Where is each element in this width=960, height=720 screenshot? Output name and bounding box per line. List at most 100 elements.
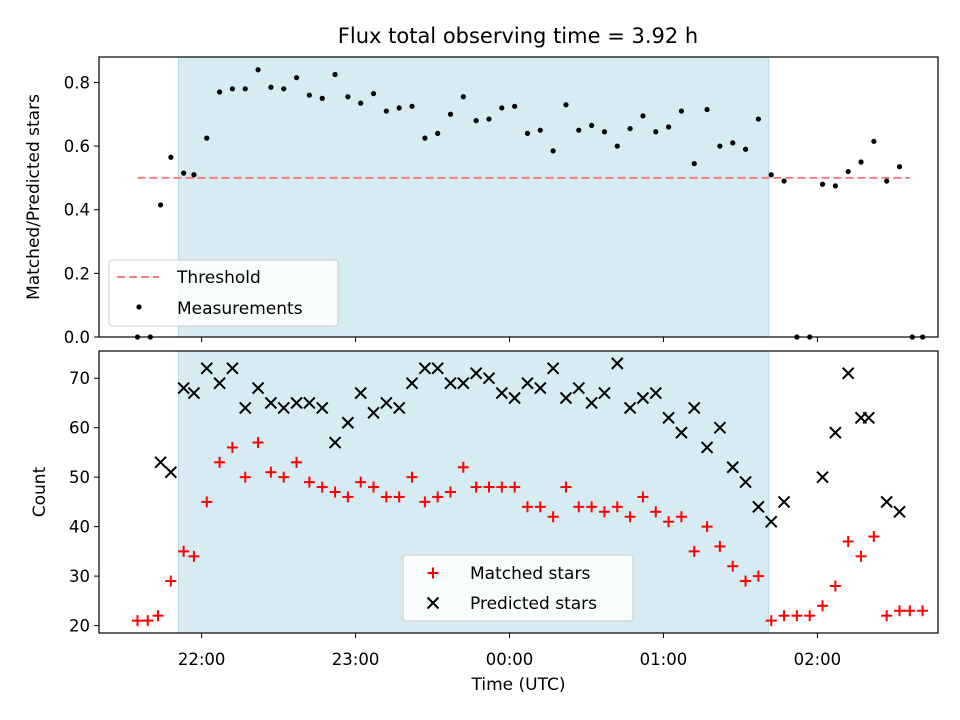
cross-stroke-b	[431, 362, 444, 375]
matched-star-point	[165, 575, 177, 587]
matched-star-point	[804, 610, 816, 622]
measurement-point	[704, 106, 710, 113]
matched-star-point	[329, 486, 341, 498]
predicted-star-point	[495, 386, 509, 400]
matched-star-point	[419, 496, 431, 508]
measurement-point	[204, 135, 210, 141]
cross-stroke-b	[816, 470, 829, 484]
cross-stroke-b	[177, 381, 190, 395]
measurement-point	[358, 100, 364, 106]
predicted-star-point	[559, 391, 573, 405]
measurement-point	[665, 124, 672, 130]
cross-stroke-b	[239, 401, 252, 415]
measurement-point	[332, 71, 338, 78]
top-y-axis-label: Matched/Predicted stars	[24, 94, 44, 300]
predicted-star-point	[623, 401, 637, 415]
bottom-legend: Matched stars Predicted stars	[402, 554, 634, 622]
matched-star-point	[226, 441, 238, 453]
measurement-point	[499, 105, 505, 111]
matched-star-point	[509, 481, 521, 493]
x-tick-label: 23:00	[332, 650, 380, 669]
matched-star-point	[178, 545, 190, 557]
cross-stroke-b	[316, 401, 329, 415]
predicted-star-point	[572, 381, 586, 395]
y-tick-label: 0.4	[64, 201, 90, 220]
predicted-star-point	[739, 475, 752, 489]
legend-measurements-label: Measurements	[177, 299, 303, 319]
predicted-star-point	[367, 406, 380, 420]
predicted-star-point	[469, 367, 483, 380]
matched-star-point	[611, 501, 623, 513]
matched-star-point	[740, 575, 752, 587]
predicted-star-point	[154, 456, 167, 469]
x-tick-label: 00:00	[486, 650, 534, 669]
cross-stroke-b	[611, 357, 624, 370]
predicted-star-point	[752, 500, 765, 514]
predicted-star-point	[290, 396, 303, 410]
measurement-point	[157, 202, 164, 208]
matched-star-point	[188, 550, 200, 562]
cross-stroke-b	[187, 386, 201, 400]
predicted-star-point	[880, 495, 893, 509]
matched-star-point	[573, 501, 585, 513]
cross-stroke-b	[367, 406, 380, 420]
predicted-star-point	[862, 411, 875, 424]
legend-predicted-label: Predicted stars	[470, 594, 597, 614]
cross-stroke-b	[200, 362, 213, 375]
matched-star-point	[201, 496, 213, 508]
measurement-point	[550, 148, 556, 154]
matched-star-point	[457, 461, 469, 473]
measurement-point	[896, 164, 903, 170]
measurement-point	[486, 116, 492, 122]
cross-stroke-b	[534, 381, 547, 395]
measurement-point	[281, 86, 287, 92]
matched-star-point	[727, 560, 739, 572]
legend-cross-marker	[426, 596, 440, 610]
cross-stroke-b	[303, 396, 316, 410]
cross-stroke-b	[380, 396, 393, 410]
matched-star-point	[868, 531, 880, 543]
matched-star-point	[214, 456, 226, 468]
predicted-star-point	[688, 401, 701, 415]
legend-measurements-swatch	[136, 304, 142, 310]
predicted-star-point	[316, 401, 329, 415]
matched-star-point	[560, 481, 572, 493]
matched-star-point	[342, 491, 354, 503]
cross-stroke-b	[675, 426, 688, 439]
matched-star-point	[406, 471, 418, 483]
matched-star-point	[829, 580, 841, 592]
matched-star-point	[817, 600, 829, 612]
measurement-point	[537, 127, 543, 133]
predicted-star-point	[177, 381, 190, 395]
matched-star-point	[714, 540, 726, 552]
matched-star-point	[131, 615, 143, 627]
cross-stroke-b	[688, 401, 701, 415]
cross-stroke-b	[213, 376, 226, 390]
y-tick-label: 30	[69, 567, 90, 586]
measurement-point	[678, 108, 685, 114]
bottom-x-axis: 22:00 23:00 00:00 01:00 02:00	[178, 633, 841, 669]
measurement-point	[614, 143, 620, 149]
matched-star-point	[663, 516, 675, 528]
y-tick-label: 60	[69, 419, 90, 438]
matched-star-point	[752, 570, 764, 582]
measurement-point	[396, 105, 402, 111]
y-tick-label: 50	[69, 468, 90, 487]
measurement-point	[473, 118, 479, 124]
matched-star-point	[445, 486, 457, 498]
matched-star-point	[881, 610, 893, 622]
measurement-point	[653, 129, 659, 135]
matched-star-point	[791, 610, 803, 622]
cross-stroke-b	[418, 362, 432, 375]
matched-star-point	[265, 466, 277, 478]
legend-predicted-swatch	[426, 596, 440, 610]
y-tick-label: 40	[69, 518, 90, 537]
predicted-star-point	[251, 381, 265, 395]
cross-stroke-b	[277, 401, 290, 415]
matched-star-point	[547, 511, 559, 523]
bottom-legend-box	[402, 554, 634, 622]
matched-star-point	[637, 491, 649, 503]
cross-stroke-b	[392, 401, 406, 415]
predicted-star-point	[380, 396, 393, 410]
matched-star-point	[624, 511, 636, 523]
